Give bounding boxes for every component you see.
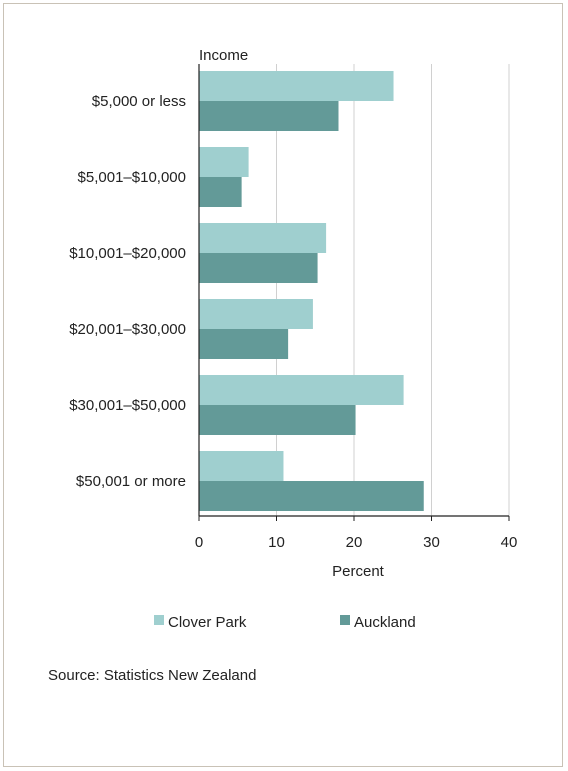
category-label: $30,001–$50,000 <box>69 397 186 414</box>
legend-label: Clover Park <box>168 614 247 631</box>
x-axis-title: Percent <box>332 563 385 580</box>
bar-clover-park-1 <box>199 147 249 177</box>
bar-clover-park-4 <box>199 375 404 405</box>
x-tick-label: 40 <box>501 534 518 551</box>
x-tick-label: 0 <box>195 534 203 551</box>
x-tick-label: 30 <box>423 534 440 551</box>
bar-clover-park-2 <box>199 223 327 253</box>
x-tick-label: 10 <box>268 534 285 551</box>
category-label: $5,001–$10,000 <box>78 169 186 186</box>
category-label: $10,001–$20,000 <box>69 245 186 262</box>
bar-auckland-5 <box>199 481 424 511</box>
y-axis-title: Income <box>199 47 248 64</box>
bar-auckland-2 <box>199 253 318 283</box>
bar-clover-park-0 <box>199 71 394 101</box>
bar-clover-park-3 <box>199 299 313 329</box>
bar-auckland-1 <box>199 177 242 207</box>
source-note: Source: Statistics New Zealand <box>48 667 257 684</box>
bar-clover-park-5 <box>199 451 284 481</box>
legend-swatch-1 <box>340 615 350 625</box>
category-label: $20,001–$30,000 <box>69 321 186 338</box>
chart-frame <box>3 3 563 767</box>
category-label: $5,000 or less <box>92 93 186 110</box>
bar-auckland-3 <box>199 329 289 359</box>
bar-auckland-4 <box>199 405 356 435</box>
bar-auckland-0 <box>199 101 339 131</box>
x-tick-label: 20 <box>346 534 363 551</box>
legend-label: Auckland <box>354 614 416 631</box>
category-label: $50,001 or more <box>76 473 186 490</box>
legend-swatch-0 <box>154 615 164 625</box>
